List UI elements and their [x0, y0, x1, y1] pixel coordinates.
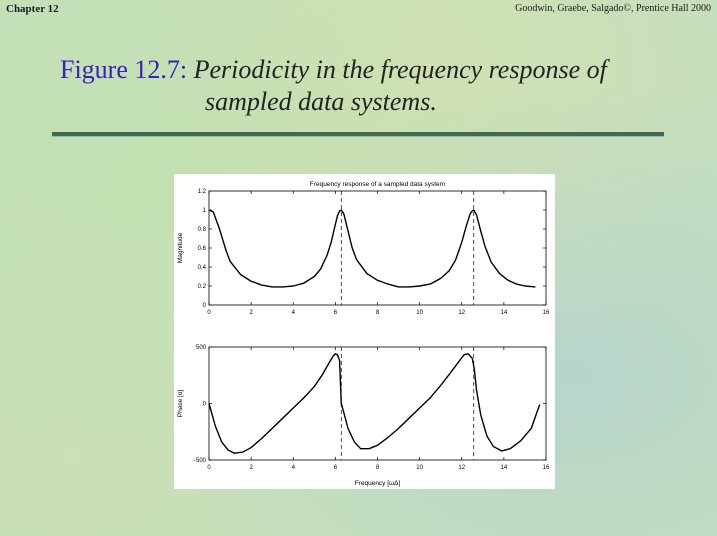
magnitude-xtick-label: 2 — [249, 310, 253, 316]
phase-xtick-label: 12 — [458, 465, 465, 471]
slide-title: Figure 12.7: Periodicity in the frequenc… — [60, 54, 680, 118]
magnitude-ytick-label: 1.2 — [198, 189, 207, 195]
phase-xlabel: Frequency [ωΔ] — [355, 480, 401, 487]
magnitude-ytick-label: 0 — [203, 303, 207, 309]
magnitude-axes-frame — [208, 190, 547, 306]
phase-xtick-label: 2 — [249, 465, 253, 471]
magnitude-chart-title: Frequency response of a sampled data sys… — [310, 181, 445, 188]
magnitude-xtick-label: 12 — [458, 310, 465, 316]
figure-label: Figure 12.7: — [60, 55, 188, 84]
magnitude-ytick-label: 1 — [203, 208, 207, 214]
figure-caption-line1: Periodicity in the frequency response of — [193, 55, 607, 84]
chart-svg: 0 2 4 6 8 10 12 14 16 0 0.2 0.4 0.6 0.8 1 1.2 Frequency … — [177, 181, 550, 487]
phase-xtick-label: 6 — [334, 465, 338, 471]
magnitude-xtick-label: 10 — [416, 310, 423, 316]
phase-xtick-label: 8 — [376, 465, 380, 471]
figure-caption-line2: sampled data systems. — [205, 87, 437, 116]
magnitude-ytick-label: 0.6 — [198, 246, 207, 252]
phase-axes-frame — [208, 346, 547, 461]
phase-xtick-label: 16 — [543, 465, 550, 471]
phase-series-line — [208, 353, 541, 454]
magnitude-series-line — [208, 209, 536, 288]
magnitude-ytick-label: 0.8 — [198, 227, 207, 233]
phase-ylabel: Phase [o] — [177, 390, 184, 418]
phase-xtick-label: 4 — [292, 465, 296, 471]
magnitude-ylabel: Magnitude — [177, 232, 184, 263]
phase-xtick-label: 10 — [416, 465, 423, 471]
credit-line: Goodwin, Graebe, Salgado©, Prentice Hall… — [515, 3, 711, 14]
magnitude-xtick-label: 6 — [334, 310, 338, 316]
magnitude-xtick-label: 0 — [207, 310, 211, 316]
chapter-label: Chapter 12 — [6, 3, 59, 15]
phase-xtick-label: 14 — [501, 465, 508, 471]
phase-ytick-label: 500 — [196, 345, 207, 351]
magnitude-plot: 0 2 4 6 8 10 12 14 16 0 0.2 0.4 0.6 0.8 1 1.2 Frequency … — [177, 181, 550, 316]
magnitude-xtick-label: 16 — [543, 310, 550, 316]
magnitude-xtick-label: 8 — [376, 310, 380, 316]
figure-panel: 0 2 4 6 8 10 12 14 16 0 0.2 0.4 0.6 0.8 1 1.2 Frequency … — [174, 174, 555, 489]
phase-ytick-label: 0 — [203, 402, 207, 408]
magnitude-xtick-label: 4 — [292, 310, 296, 316]
phase-xtick-label: 0 — [207, 465, 211, 471]
magnitude-ytick-label: 0.2 — [198, 284, 207, 290]
magnitude-xtick-label: 14 — [501, 310, 508, 316]
magnitude-ytick-label: 0.4 — [198, 265, 207, 271]
title-divider — [52, 132, 664, 136]
phase-ytick-label: −500 — [192, 458, 206, 464]
